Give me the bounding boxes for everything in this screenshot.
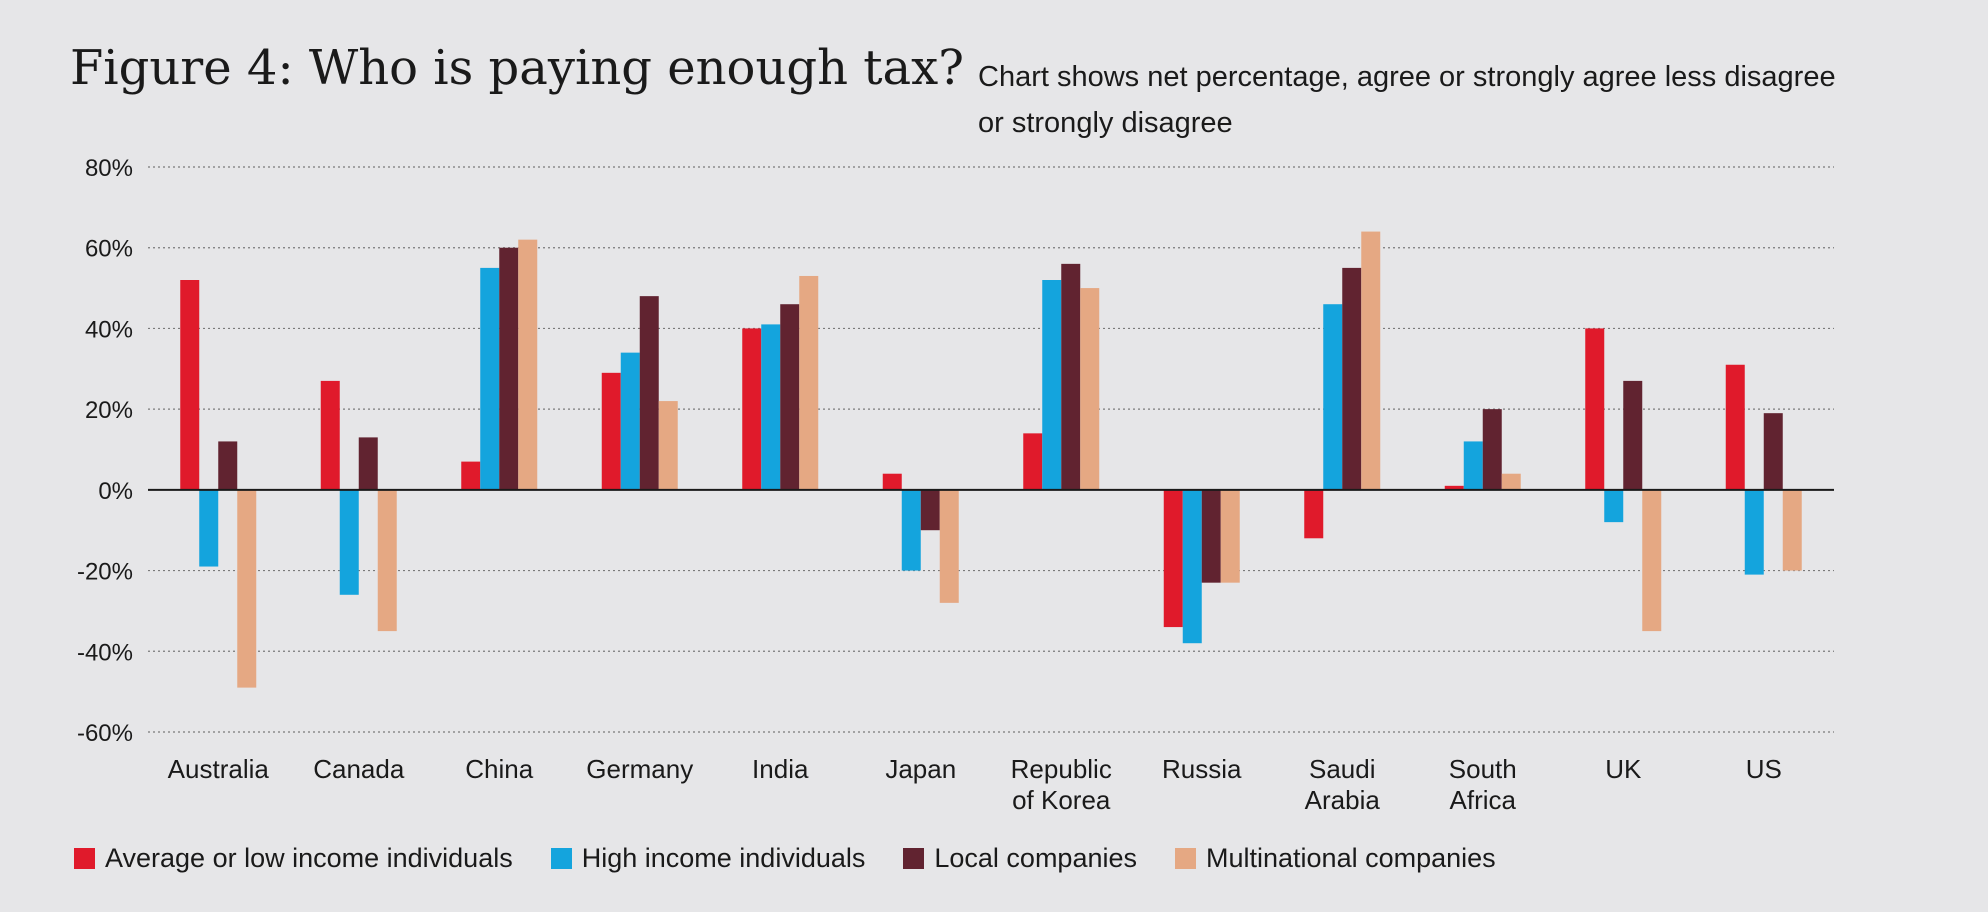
legend-swatch: [1175, 848, 1196, 869]
bar: [1501, 473, 1521, 490]
bar: [1482, 409, 1502, 490]
y-tick-label: -40%: [77, 639, 133, 666]
bar: [658, 401, 678, 490]
bar: [742, 328, 762, 490]
x-category-label: Russia: [1162, 754, 1242, 784]
bar: [761, 324, 781, 490]
bar: [1323, 304, 1343, 490]
x-category-label-line: Japan: [885, 754, 956, 784]
chart-title: Figure 4: Who is paying enough tax?: [70, 40, 964, 96]
x-category-label-line: India: [752, 754, 809, 784]
bar: [1623, 380, 1643, 490]
y-tick-label: 80%: [85, 155, 133, 182]
x-category-label-line: UK: [1605, 754, 1642, 784]
x-category-label-line: Canada: [313, 754, 405, 784]
x-category-label-line: US: [1746, 754, 1782, 784]
bar: [480, 267, 500, 490]
bar: [339, 489, 359, 595]
bar: [1763, 413, 1783, 490]
bar: [218, 441, 238, 490]
bar: [518, 239, 538, 490]
x-category-label: India: [752, 754, 809, 784]
x-category-label-line: Africa: [1450, 785, 1517, 815]
x-category-label: China: [465, 754, 533, 784]
bar: [920, 489, 940, 531]
x-category-label: South Africa: [1449, 754, 1517, 815]
bar: [461, 461, 481, 490]
legend-item: High income individuals: [550, 843, 866, 874]
x-category-label: UK: [1605, 754, 1642, 784]
bar: [1080, 288, 1100, 490]
bar: [237, 489, 257, 688]
bar: [1585, 328, 1605, 490]
bar: [358, 437, 378, 490]
legend-item: Local companies: [903, 843, 1137, 874]
legend-label: Local companies: [934, 843, 1137, 873]
legend-label: Average or low income individuals: [105, 843, 513, 873]
legend-item: Multinational companies: [1175, 843, 1496, 874]
bar: [199, 489, 219, 567]
chart-subtitle: Chart shows net percentage, agree or str…: [978, 61, 1836, 139]
x-category-label-line: Saudi: [1309, 754, 1376, 784]
legend-swatch: [903, 848, 925, 869]
chart-legend: Average or low income individuals High in…: [74, 843, 1534, 874]
bar: [1304, 489, 1324, 539]
x-category-label-line: South: [1449, 754, 1517, 784]
bar: [1444, 485, 1464, 490]
bar: [499, 247, 519, 490]
x-category-label: Saudi Arabia: [1305, 754, 1381, 815]
bar: [1782, 489, 1802, 571]
y-tick-label: 40%: [85, 316, 133, 343]
bar: [180, 280, 200, 490]
x-category-label: Canada: [313, 754, 405, 784]
bar: [620, 352, 640, 490]
x-category-label-line: Germany: [586, 754, 693, 784]
x-category-label: US: [1746, 754, 1782, 784]
legend-item: Average or low income individuals: [74, 843, 513, 874]
bar: [799, 275, 819, 490]
x-category-label-line: of Korea: [1012, 785, 1111, 815]
bar: [1463, 441, 1483, 490]
x-category-label-line: China: [465, 754, 533, 784]
y-tick-label: 0%: [98, 478, 133, 505]
bar: [1220, 489, 1240, 583]
x-category-label: Japan: [885, 754, 956, 784]
bar: [780, 304, 800, 490]
bar: [882, 473, 902, 490]
bar: [1061, 263, 1081, 490]
x-category-label: Republic of Korea: [1011, 754, 1112, 815]
y-tick-label: -60%: [77, 720, 133, 747]
x-category-label: Australia: [168, 754, 270, 784]
bar: [1361, 231, 1381, 490]
bar: [1163, 489, 1183, 628]
y-tick-label: 20%: [85, 397, 133, 424]
x-category-label-line: Russia: [1162, 754, 1242, 784]
bar: [320, 380, 340, 490]
bar: [1642, 489, 1662, 632]
x-category-label-line: Australia: [168, 754, 270, 784]
bar: [377, 489, 397, 632]
bar: [1042, 280, 1062, 490]
bar-chart: 80% 60% 40% 20% 0% -20% -40% -60% Australia Canad…: [77, 155, 1834, 815]
x-category-label-line: Republic: [1011, 754, 1112, 784]
y-tick-label: 60%: [85, 236, 133, 263]
bar: [939, 489, 959, 603]
bar: [1182, 489, 1202, 644]
legend-swatch: [74, 848, 95, 869]
bar: [601, 372, 621, 490]
bar: [1744, 489, 1764, 575]
bar: [1604, 489, 1624, 523]
legend-swatch: [550, 848, 572, 869]
bar: [1725, 364, 1745, 490]
bar: [1023, 433, 1043, 490]
y-tick-label: -20%: [77, 559, 133, 586]
legend-label: High income individuals: [581, 843, 866, 873]
x-category-label: Germany: [586, 754, 693, 784]
bar: [901, 489, 921, 571]
x-category-label-line: Arabia: [1305, 785, 1381, 815]
bar: [1342, 267, 1362, 490]
bar: [639, 296, 659, 490]
legend-label: Multinational companies: [1206, 843, 1496, 873]
bar: [1201, 489, 1221, 583]
